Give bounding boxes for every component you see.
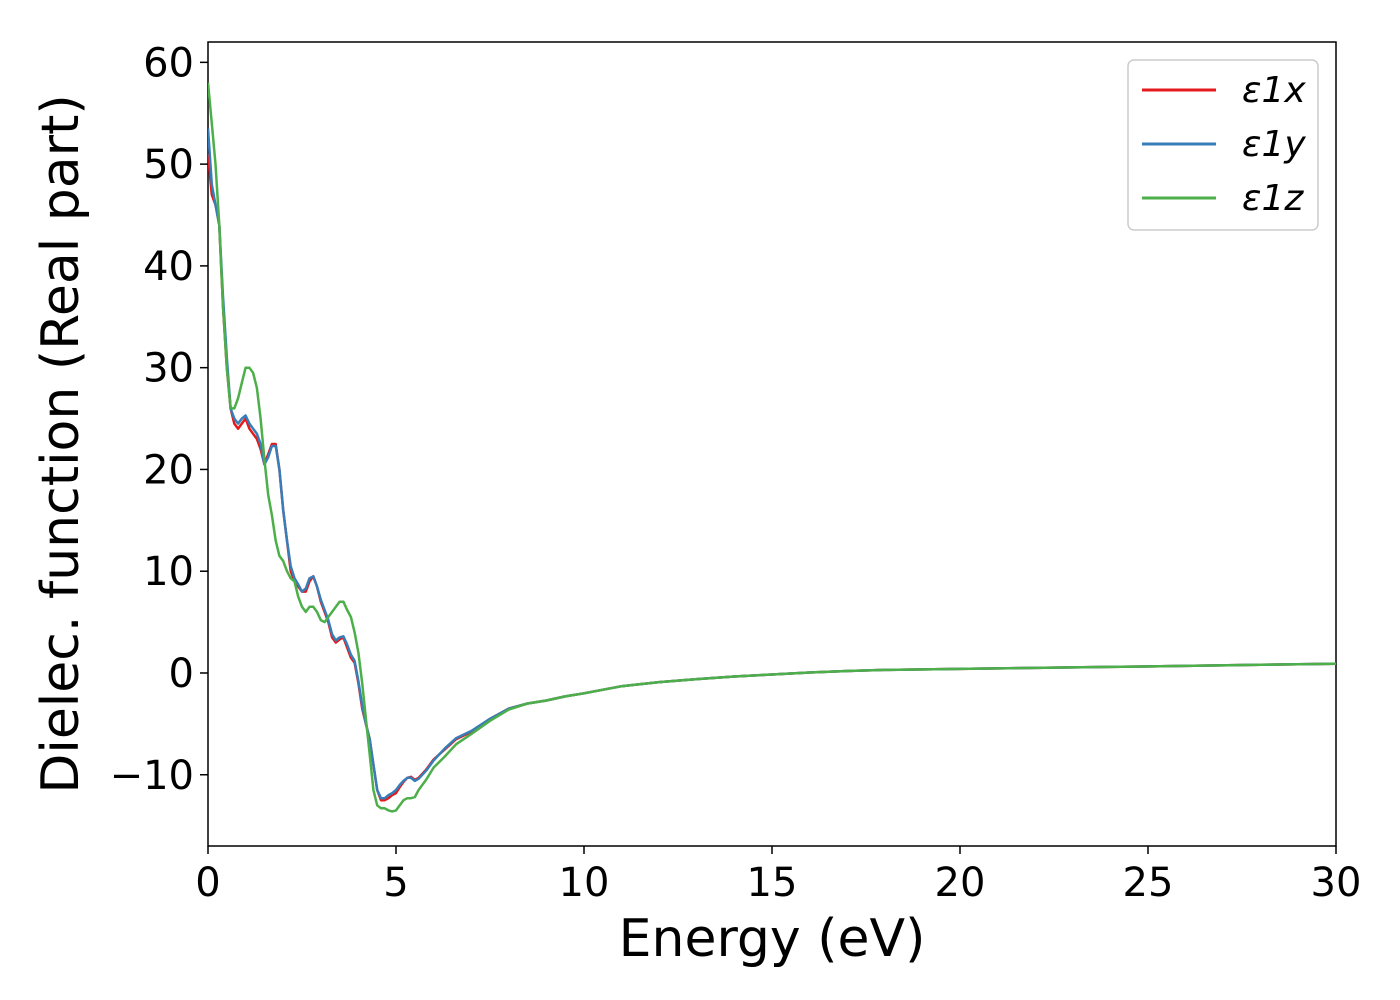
y-tick-label: 20 [143,447,194,493]
y-tick-label: 10 [143,549,194,595]
x-tick-label: 25 [1123,860,1174,906]
x-tick-label: 15 [747,860,798,906]
y-tick-label: 40 [143,244,194,290]
x-tick-label: 10 [559,860,610,906]
legend-label: ε1y [1242,124,1306,165]
x-tick-label: 20 [935,860,986,906]
y-axis: −10 0 10 20 30 40 50 60 [110,40,208,799]
series-layer [208,82,1336,813]
x-axis: 0 5 10 15 20 25 30 [195,846,1361,906]
x-tick-label: 30 [1311,860,1362,906]
legend: ε1x ε1y ε1z [1127,59,1319,231]
x-tick-label: 5 [383,860,408,906]
y-tick-label: 0 [169,651,194,697]
y-tick-label: 50 [143,142,194,188]
series-line-3 [208,82,1336,813]
y-axis-label: Dielec. function (Real part) [31,94,91,793]
y-tick-label: 60 [143,40,194,86]
legend-label: ε1x [1242,70,1306,111]
legend-label: ε1z [1242,178,1304,219]
y-tick-label: 30 [143,346,194,392]
x-tick-label: 0 [195,860,220,906]
y-tick-label: −10 [110,753,194,799]
x-axis-label: Energy (eV) [619,909,926,969]
legend-box [1127,59,1319,231]
